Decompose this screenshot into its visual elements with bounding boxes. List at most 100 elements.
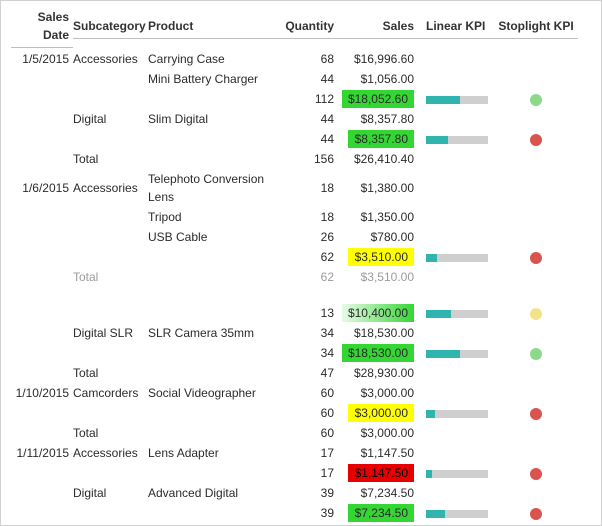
table-row: DigitalSlim Digital44$8,357.80: [11, 109, 591, 129]
cell-stoplight-kpi: [498, 404, 578, 422]
cell-stoplight-kpi: [498, 248, 578, 266]
cell-sales: $1,056.00: [338, 70, 418, 88]
col-header-sales: Sales: [338, 17, 418, 39]
cell-stoplight-kpi: [498, 464, 578, 482]
linear-kpi-gauge: [426, 510, 488, 518]
col-header-date: Sales Date: [11, 8, 73, 48]
cell-subcategory: Camcorders: [73, 384, 148, 402]
cell-quantity: 60: [278, 404, 338, 422]
cell-sales: $3,000.00: [338, 384, 418, 402]
cell-linear-kpi: [418, 404, 498, 422]
cell-subcategory: Digital: [73, 110, 148, 128]
table-row: Digital SLRSLR Camera 35mm34$18,530.00: [11, 323, 591, 343]
table-row: Total62$3,510.00: [11, 267, 591, 287]
linear-kpi-gauge: [426, 410, 488, 418]
sales-kpi-pill: $1,147.50: [348, 464, 414, 482]
cell-quantity: 62: [278, 268, 338, 286]
cell-quantity: 13: [278, 304, 338, 322]
cell-sales: $18,530.00: [338, 324, 418, 342]
cell-subcategory: Digital: [73, 484, 148, 502]
table-row: 34$18,530.00: [11, 343, 591, 363]
table-row: 1/10/2015CamcordersSocial Videographer60…: [11, 383, 591, 403]
linear-kpi-gauge: [426, 254, 488, 262]
table-row: USB Cable26$780.00: [11, 227, 591, 247]
cell-subcategory: Total: [73, 364, 148, 382]
table-row: 1/11/2015AccessoriesLens Adapter17$1,147…: [11, 443, 591, 463]
cell-stoplight-kpi: [498, 90, 578, 108]
cell-quantity: 112: [278, 90, 338, 108]
cell-sales: $1,147.50: [338, 464, 418, 482]
sales-kpi-pill: $3,000.00: [348, 404, 414, 422]
cell-product: Telephoto Conversion Lens: [148, 170, 278, 206]
table-body: 1/5/2015AccessoriesCarrying Case68$16,99…: [11, 49, 591, 526]
cell-stoplight-kpi: [498, 344, 578, 362]
cell-quantity: 18: [278, 179, 338, 197]
table-row: 112$18,052.60: [11, 89, 591, 109]
table-row: 62$3,510.00: [11, 247, 591, 267]
cell-quantity: 60: [278, 424, 338, 442]
cell-sales: $18,052.60: [338, 90, 418, 108]
col-header-stoplight: Stoplight KPI: [498, 17, 578, 39]
stoplight-dot-icon: [530, 308, 542, 320]
cell-sales: $8,357.80: [338, 110, 418, 128]
table-row: Total 47$28,930.00: [11, 363, 591, 383]
cell-sales: $28,930.00: [338, 364, 418, 382]
linear-kpi-gauge: [426, 96, 488, 104]
cell-subcategory: Total: [73, 424, 148, 442]
stoplight-dot-icon: [530, 468, 542, 480]
table-row: Mini Battery Charger44$1,056.00: [11, 69, 591, 89]
cell-quantity: 17: [278, 464, 338, 482]
col-header-product: Product: [148, 17, 278, 39]
cell-product: Carrying Case: [148, 50, 278, 68]
col-header-subcategory: Subcategory: [73, 17, 148, 39]
cell-product: Lens Adapter: [148, 444, 278, 462]
cell-product: Tripod: [148, 208, 278, 226]
sales-kpi-pill: $18,052.60: [342, 90, 414, 108]
cell-sales: $18,530.00: [338, 344, 418, 362]
stoplight-dot-icon: [530, 134, 542, 146]
cell-product: Mini Battery Charger: [148, 70, 278, 88]
table-row: 13$10,400.00: [11, 303, 591, 323]
cell-sales: $26,410.40: [338, 150, 418, 168]
cell-sales: $3,510.00: [338, 248, 418, 266]
cell-quantity: 47: [278, 364, 338, 382]
stoplight-dot-icon: [530, 348, 542, 360]
cell-quantity: 34: [278, 344, 338, 362]
cell-stoplight-kpi: [498, 304, 578, 322]
linear-kpi-gauge: [426, 470, 488, 478]
cell-product: USB Cable: [148, 228, 278, 246]
cell-linear-kpi: [418, 248, 498, 266]
cell-quantity: 39: [278, 504, 338, 522]
col-header-quantity: Quantity: [278, 17, 338, 39]
cell-date: 1/6/2015: [11, 179, 73, 197]
cell-sales: $3,000.00: [338, 424, 418, 442]
col-header-linear-kpi: Linear KPI: [418, 17, 498, 39]
cell-quantity: 17: [278, 444, 338, 462]
cell-linear-kpi: [418, 504, 498, 522]
cell-sales: $3,000.00: [338, 404, 418, 422]
sales-kpi-pill: $8,357.80: [348, 130, 414, 148]
cell-quantity: 156: [278, 150, 338, 168]
sales-kpi-pill: $3,510.00: [348, 248, 414, 266]
linear-kpi-gauge: [426, 136, 488, 144]
table-header-row: Sales Date Subcategory Product Quantity …: [11, 7, 591, 49]
cell-quantity: 39: [278, 484, 338, 502]
cell-quantity: 18: [278, 208, 338, 226]
table-row: 44$8,357.80: [11, 129, 591, 149]
table-row: Total156$26,410.40: [11, 149, 591, 169]
table-row: 39$7,234.50: [11, 503, 591, 523]
cell-subcategory: Digital SLR: [73, 324, 148, 342]
cell-linear-kpi: [418, 344, 498, 362]
cell-quantity: 68: [278, 50, 338, 68]
cell-sales: $1,147.50: [338, 444, 418, 462]
cell-linear-kpi: [418, 130, 498, 148]
cell-sales: $3,510.00: [338, 268, 418, 286]
linear-kpi-gauge: [426, 350, 488, 358]
cell-date: 1/10/2015: [11, 384, 73, 402]
cell-sales: $8,357.80: [338, 130, 418, 148]
cell-product: Advanced Digital: [148, 484, 278, 502]
cell-linear-kpi: [418, 90, 498, 108]
cell-quantity: 34: [278, 324, 338, 342]
cell-sales: $1,350.00: [338, 208, 418, 226]
stoplight-dot-icon: [530, 408, 542, 420]
